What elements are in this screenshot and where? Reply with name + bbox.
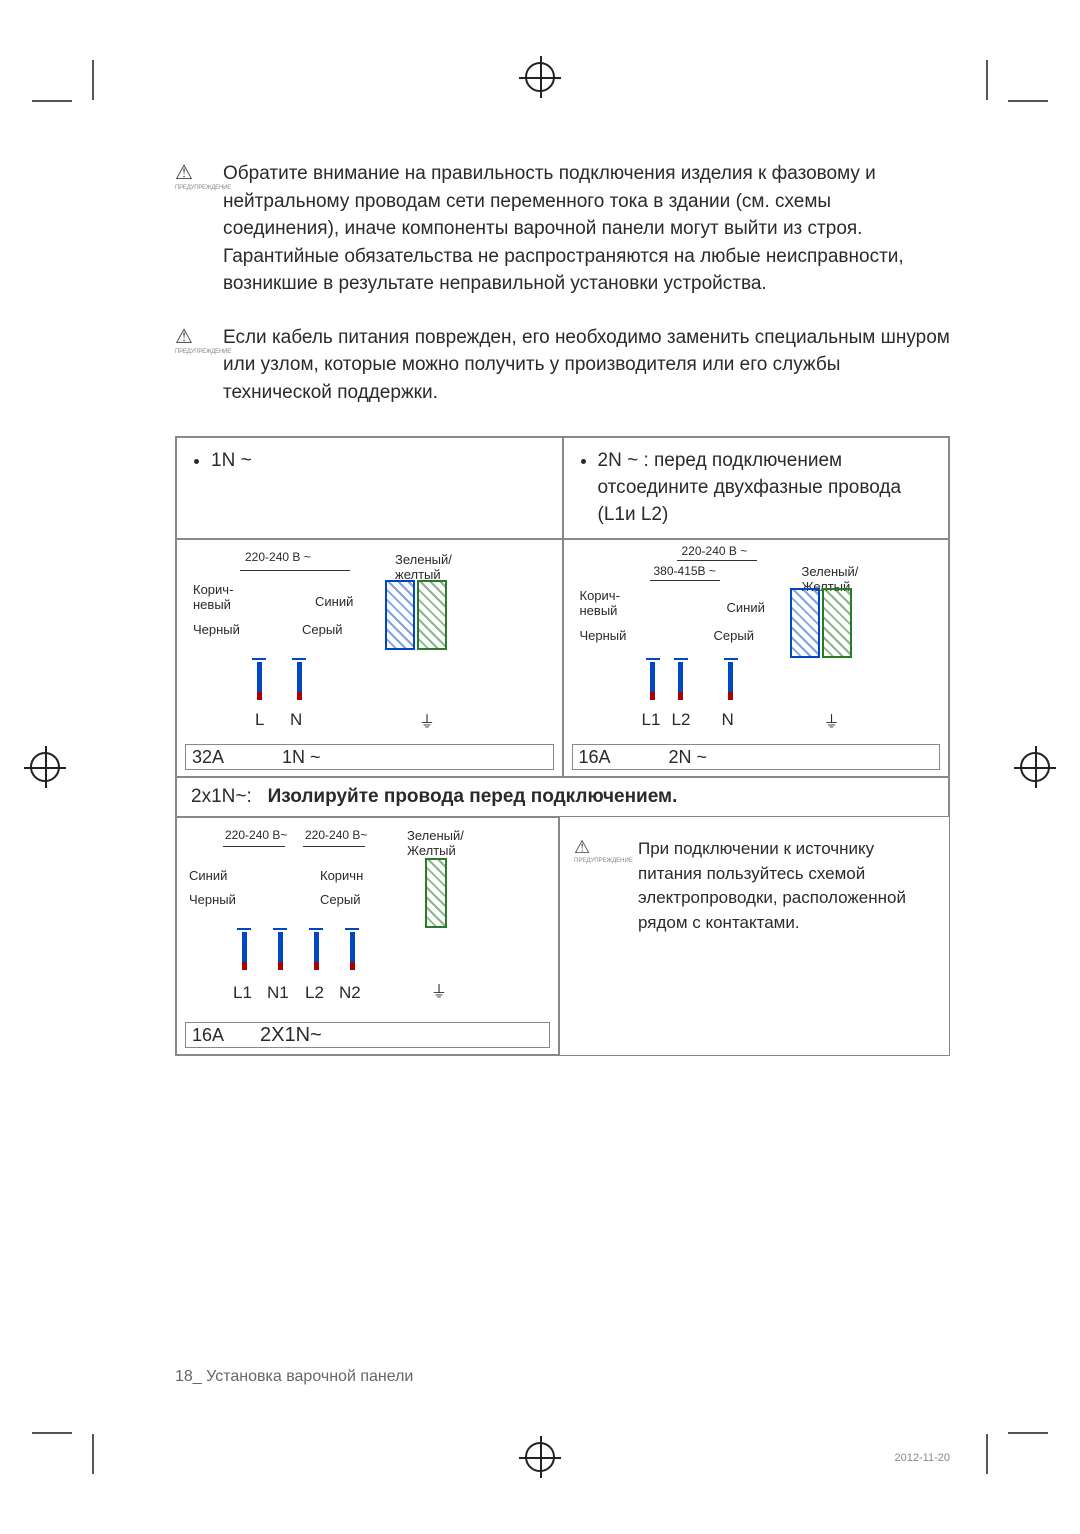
d2-blue: Синий [727, 600, 765, 615]
d1-term-L: L [255, 710, 264, 730]
header-cell-2n: 2N ~ : перед подключением отсоедините дв… [563, 437, 950, 539]
midband-text: Изолируйте провода перед подключением. [268, 786, 678, 807]
d1-black: Черный [193, 622, 240, 637]
page-number: 18 [175, 1368, 193, 1385]
d1-voltage: 220-240 В ~ [245, 550, 311, 564]
print-date: 2012-11-20 [895, 1452, 950, 1464]
midband-2x1n: 2x1N~: Изолируйте провода перед подключе… [176, 777, 949, 817]
diagram-1n: 220-240 В ~ Корич- невый Черный Синий Се… [176, 539, 563, 777]
d2-term-L2: L2 [672, 710, 691, 730]
d3-term-L2: L2 [305, 983, 324, 1003]
warning-block-3: ⚠ ПРЕДУПРЕЖДЕНИЕ При подключении к источ… [574, 837, 939, 936]
d3-mode: 2X1N~ [260, 1024, 322, 1047]
d3-voltage-a: 220-240 В~ [225, 828, 287, 842]
diagram-2n: 220-240 В ~ 380-415В ~ Корич- невый Черн… [563, 539, 950, 777]
section-title: Установка варочной панели [206, 1368, 413, 1385]
d2-term-N: N [722, 710, 734, 730]
header-1n-text: 1N ~ [211, 448, 548, 475]
d3-voltage-b: 220-240 В~ [305, 828, 367, 842]
midband-prefix: 2x1N~: [191, 786, 252, 807]
warning-text-1: Обратите внимание на правильность подклю… [223, 160, 950, 298]
d1-mode: 1N ~ [282, 747, 321, 768]
d3-blue: Синий [189, 868, 227, 883]
header-2n-text: 2N ~ : перед подключением отсоедините дв… [598, 448, 935, 528]
ground-icon: ⏚ [417, 708, 437, 728]
d2-mode: 2N ~ [669, 747, 708, 768]
d2-grey: Серый [714, 628, 754, 643]
d2-black: Черный [580, 628, 627, 643]
d2-amp: 16A [579, 747, 611, 768]
wiring-diagram-grid: 1N ~ 2N ~ : перед подключением отсоедини… [175, 436, 950, 1056]
ground-icon: ⏚ [822, 708, 842, 728]
d1-grey: Серый [302, 622, 342, 637]
warning-icon: ⚠ [175, 160, 223, 185]
d3-amp: 16A [192, 1025, 224, 1046]
d3-term-N2: N2 [339, 983, 361, 1003]
warning-label: ПРЕДУПРЕЖДЕНИЕ [574, 858, 638, 864]
ground-icon: ⏚ [429, 978, 449, 998]
d1-amp: 32A [192, 747, 224, 768]
d3-green: Зеленый/ Желтый [407, 828, 464, 858]
d1-term-N: N [290, 710, 302, 730]
warning-text-2: Если кабель питания поврежден, его необх… [223, 324, 950, 407]
warning-label: ПРЕДУПРЕЖДЕНИЕ [175, 185, 223, 191]
d2-voltage1: 220-240 В ~ [682, 544, 748, 558]
diagram-2x1n: 220-240 В~ 220-240 В~ Синий Черный Корич… [176, 817, 559, 1055]
d3-black: Черный [189, 892, 236, 907]
warning-text-3: При подключении к источнику питания поль… [638, 837, 939, 936]
d1-green: Зеленый/ желтый [395, 552, 452, 582]
d2-brown: Корич- невый [580, 588, 620, 618]
header-cell-1n: 1N ~ [176, 437, 563, 539]
d3-term-L1: L1 [233, 983, 252, 1003]
warning-icon: ⚠ [574, 837, 638, 858]
warning-block-1: ⚠ ПРЕДУПРЕЖДЕНИЕ Обратите внимание на пр… [175, 160, 950, 298]
d3-brown: Коричн [320, 868, 363, 883]
d3-grey: Серый [320, 892, 360, 907]
d1-blue: Синий [315, 594, 353, 609]
page-footer: 18_ Установка варочной панели [175, 1368, 413, 1386]
warning-icon: ⚠ [175, 324, 223, 349]
d2-voltage2: 380-415В ~ [654, 564, 716, 578]
d2-term-L1: L1 [642, 710, 661, 730]
warning-label: ПРЕДУПРЕЖДЕНИЕ [175, 349, 223, 355]
d1-brown: Корич- невый [193, 582, 233, 612]
warning-block-2: ⚠ ПРЕДУПРЕЖДЕНИЕ Если кабель питания пов… [175, 324, 950, 407]
d3-term-N1: N1 [267, 983, 289, 1003]
